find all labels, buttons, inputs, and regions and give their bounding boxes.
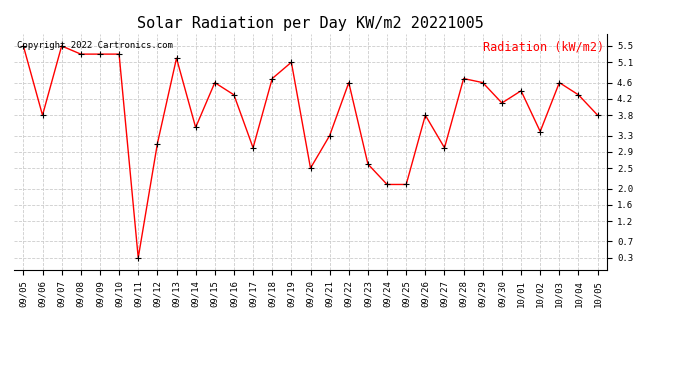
Title: Solar Radiation per Day KW/m2 20221005: Solar Radiation per Day KW/m2 20221005 — [137, 16, 484, 31]
Text: Copyright 2022 Cartronics.com: Copyright 2022 Cartronics.com — [17, 41, 172, 50]
Text: Radiation (kW/m2): Radiation (kW/m2) — [483, 41, 604, 54]
